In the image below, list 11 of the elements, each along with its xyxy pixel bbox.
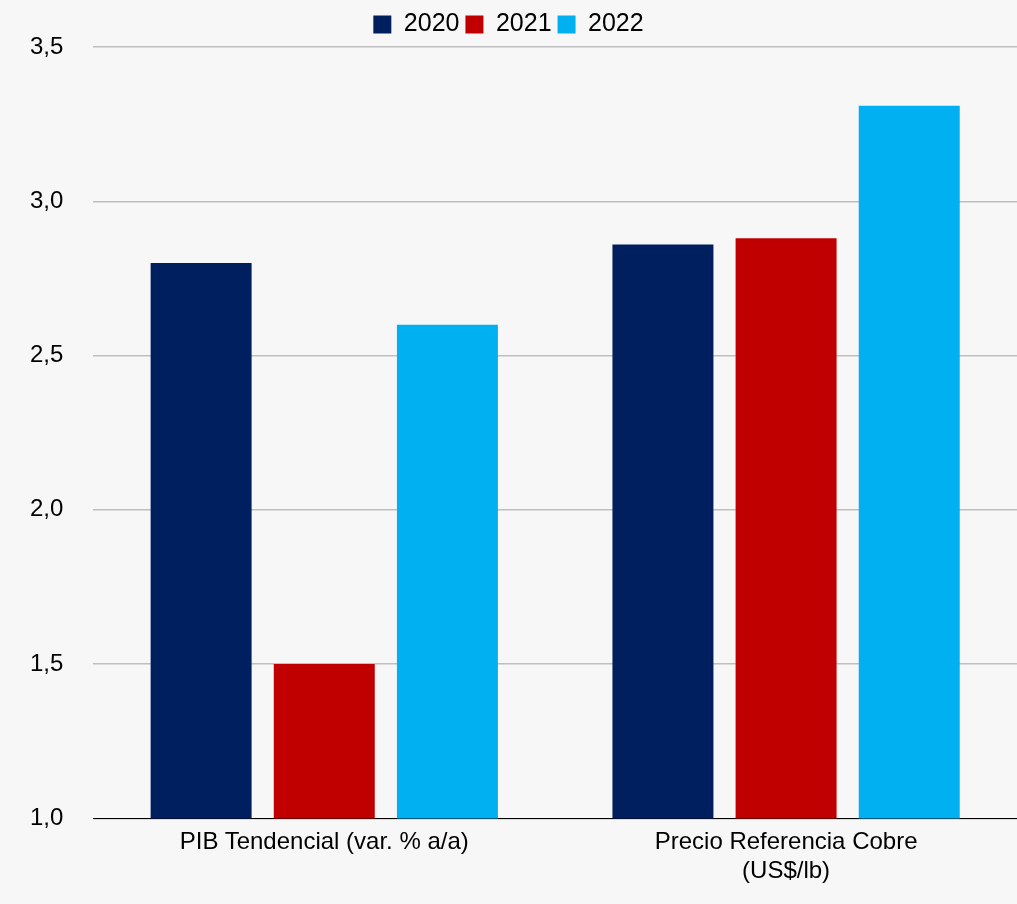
y-tick-label: 1,5 [29,648,64,676]
x-tick-label: PIB Tendencial (var. % a/a) [179,827,469,855]
legend-label: 2020 [403,8,460,37]
y-tick-label: 2,5 [29,340,64,368]
y-tick-label: 3,0 [29,185,64,213]
y-tick-label: 1,0 [29,803,64,831]
legend-label: 2021 [495,8,552,37]
y-tick-label: 2,0 [29,494,64,522]
legend-label: 2022 [588,8,644,37]
x-tick-label: Precio Referencia Cobre (US$/lb) [654,827,918,884]
y-tick-label: 3,5 [29,31,64,59]
